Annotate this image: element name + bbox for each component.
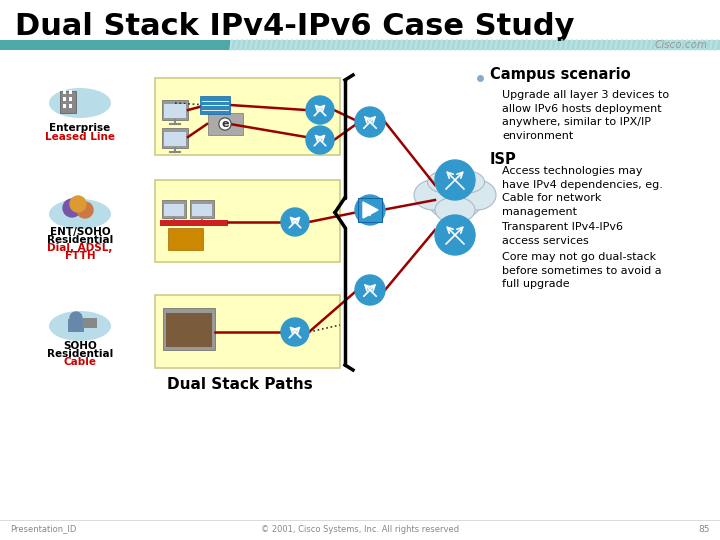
Text: Dual Stack IPv4-IPv6 Case Study: Dual Stack IPv4-IPv6 Case Study bbox=[15, 12, 575, 41]
Text: ENT/SOHO: ENT/SOHO bbox=[50, 227, 110, 237]
Text: Transparent IPv4-IPv6
access services: Transparent IPv4-IPv6 access services bbox=[502, 222, 623, 246]
Text: © 2001, Cisco Systems, Inc. All rights reserved: © 2001, Cisco Systems, Inc. All rights r… bbox=[261, 524, 459, 534]
Bar bbox=[168, 228, 203, 250]
Bar bbox=[162, 200, 186, 218]
Text: Residential: Residential bbox=[47, 235, 113, 245]
Bar bbox=[162, 128, 188, 148]
Ellipse shape bbox=[49, 311, 111, 341]
Bar bbox=[166, 313, 212, 347]
Ellipse shape bbox=[428, 171, 462, 193]
Text: Cable: Cable bbox=[63, 357, 96, 367]
Text: Core may not go dual-stack
before sometimes to avoid a
full upgrade: Core may not go dual-stack before someti… bbox=[502, 252, 662, 289]
Circle shape bbox=[63, 199, 81, 217]
Ellipse shape bbox=[414, 180, 452, 210]
Text: Campus scenario: Campus scenario bbox=[490, 68, 631, 83]
Text: SOHO: SOHO bbox=[63, 341, 97, 351]
Bar bbox=[63, 104, 66, 108]
Circle shape bbox=[435, 160, 475, 200]
Ellipse shape bbox=[435, 197, 475, 223]
Circle shape bbox=[355, 195, 385, 225]
Circle shape bbox=[355, 275, 385, 305]
Bar bbox=[69, 104, 72, 108]
Ellipse shape bbox=[49, 88, 111, 118]
Text: Upgrade all layer 3 devices to
allow IPv6 hosts deployment
anywhere, similar to : Upgrade all layer 3 devices to allow IPv… bbox=[502, 90, 669, 141]
Bar bbox=[63, 90, 66, 94]
Circle shape bbox=[70, 196, 86, 212]
Bar bbox=[162, 100, 188, 120]
Text: Presentation_ID: Presentation_ID bbox=[10, 524, 76, 534]
Text: Enterprise: Enterprise bbox=[50, 123, 111, 133]
Bar bbox=[69, 90, 72, 94]
Bar bbox=[230, 40, 720, 50]
Bar bbox=[164, 104, 186, 118]
Circle shape bbox=[77, 202, 93, 218]
Bar bbox=[208, 113, 243, 135]
Text: Leased Line: Leased Line bbox=[45, 132, 115, 142]
Text: Dial, ADSL,: Dial, ADSL, bbox=[48, 243, 113, 253]
Bar bbox=[155, 78, 340, 155]
Bar bbox=[164, 204, 184, 216]
Circle shape bbox=[435, 215, 475, 255]
Text: e: e bbox=[221, 119, 229, 129]
Circle shape bbox=[355, 107, 385, 137]
FancyBboxPatch shape bbox=[358, 198, 382, 222]
Ellipse shape bbox=[49, 199, 111, 229]
Bar bbox=[83, 318, 97, 328]
Text: Residential: Residential bbox=[47, 349, 113, 359]
Ellipse shape bbox=[458, 180, 496, 210]
Text: Access technologies may
have IPv4 dependencies, eg.
Cable for network
management: Access technologies may have IPv4 depend… bbox=[502, 166, 663, 217]
Text: FTTH: FTTH bbox=[65, 251, 95, 261]
Circle shape bbox=[281, 318, 309, 346]
Circle shape bbox=[281, 208, 309, 236]
Text: 85: 85 bbox=[698, 524, 710, 534]
Bar bbox=[155, 180, 340, 262]
Circle shape bbox=[306, 126, 334, 154]
Bar bbox=[155, 295, 340, 368]
Bar bbox=[69, 97, 72, 101]
Bar bbox=[200, 96, 230, 114]
Text: Cisco.com: Cisco.com bbox=[655, 40, 708, 50]
Ellipse shape bbox=[449, 171, 485, 193]
Bar bbox=[0, 40, 230, 50]
Text: ISP: ISP bbox=[490, 152, 517, 167]
Polygon shape bbox=[363, 202, 378, 218]
Circle shape bbox=[306, 96, 334, 124]
Bar bbox=[160, 220, 228, 226]
Text: Dual Stack Paths: Dual Stack Paths bbox=[167, 377, 313, 392]
Bar bbox=[164, 132, 186, 146]
Bar bbox=[60, 91, 76, 113]
Bar bbox=[163, 308, 215, 350]
Bar bbox=[63, 97, 66, 101]
Bar bbox=[192, 204, 212, 216]
Ellipse shape bbox=[428, 180, 482, 220]
Bar bbox=[190, 200, 214, 218]
Circle shape bbox=[70, 312, 82, 324]
Bar bbox=[68, 319, 84, 332]
